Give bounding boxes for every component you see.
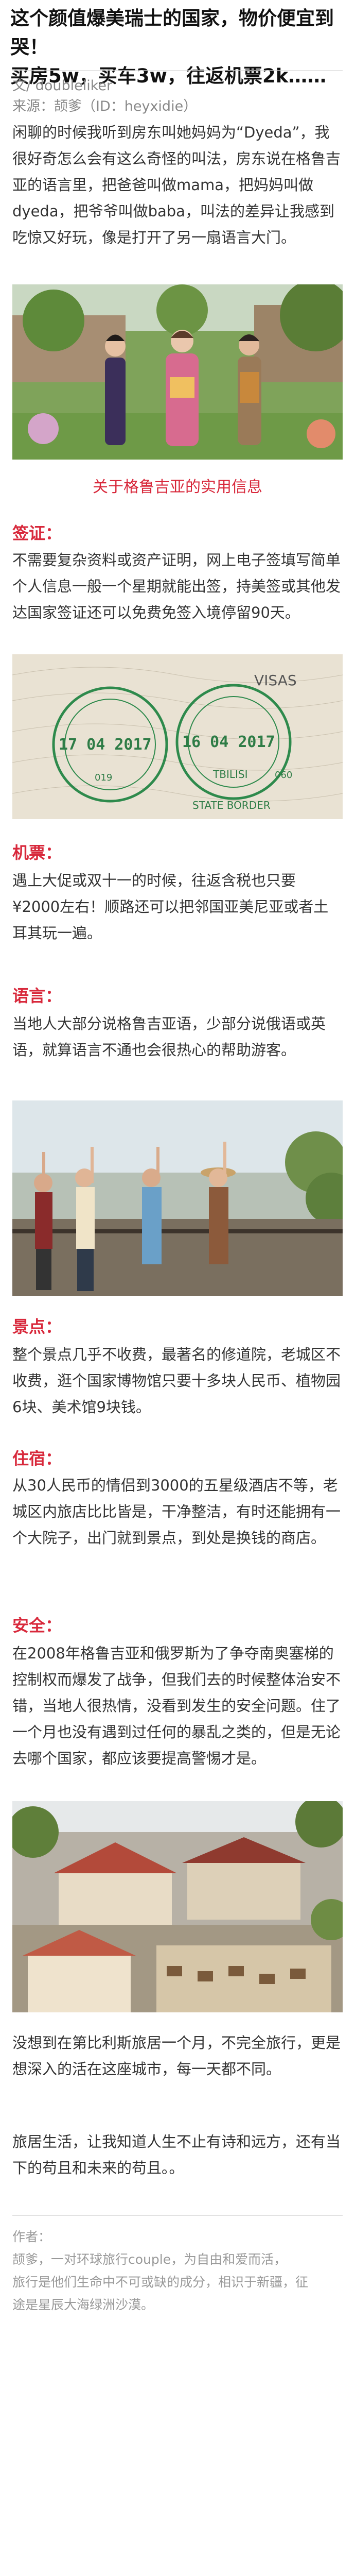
flight-paragraph: 遇上大促或双十一的时候，往返含税也只要¥2000左右！顺路还可以把邻国亚美尼亚或… <box>12 868 343 946</box>
visa-paragraph: 不需要复杂资料或资产证明，网上电子签填写简单个人信息一般一个星期就能出签，持美签… <box>12 547 343 626</box>
sights-paragraph: 整个景点几乎不收费，最著名的修道院，老城区不收费，逛个国家博物馆只要十多块人民币… <box>12 1342 343 1420</box>
stamp-code-1: 019 <box>95 772 112 783</box>
photo-three-women-illustration <box>12 284 343 460</box>
signature-line-1: 颉爹，一对环球旅行couple，为自由和爱而活， <box>12 2248 343 2271</box>
signature-line-2: 旅行是他们生命中不可或缺的成分，相识于新疆，征 <box>12 2271 343 2294</box>
signature-label: 作者： <box>12 2226 343 2248</box>
language-heading: 语言： <box>12 983 62 1007</box>
viewpoint-illustration <box>12 1100 343 1296</box>
stamp-date-1: 17 04 2017 <box>59 736 152 754</box>
stamp-date-2: 16 04 2017 <box>182 733 275 751</box>
source-line: 来源：颉爹（ID：heyxidie） <box>12 95 197 115</box>
signature-divider <box>12 2215 343 2216</box>
photo-three-women <box>12 284 343 460</box>
stamp-city: TBILISI <box>212 768 247 781</box>
author-line: 文/ doubleliker <box>12 74 112 94</box>
stay-paragraph: 从30人民币的情侣到3000的五星级酒店不等，老城区内旅店比比皆是，干净整洁，有… <box>12 1472 343 1551</box>
stay-heading: 住宿： <box>12 1446 62 1469</box>
signature-line-3: 途是星辰大海绿洲沙漠。 <box>12 2294 343 2316</box>
visa-heading: 签证： <box>12 520 62 544</box>
title-line-1: 这个颜值爆美瑞士的国家，物价便宜到哭！ <box>10 4 350 62</box>
safety-heading: 安全： <box>12 1613 62 1636</box>
stamp-border-text: STATE BORDER <box>192 799 271 811</box>
safety-paragraph: 在2008年格鲁吉亚和俄罗斯为了争夺南奥塞梯的控制权而爆发了战争，但我们去的时候… <box>12 1640 343 1772</box>
author-signature: 作者： 颉爹，一对环球旅行couple，为自由和爱而活， 旅行是他们生命中不可或… <box>12 2226 343 2316</box>
stamp-code-2: 060 <box>275 770 292 781</box>
divider <box>12 70 343 71</box>
flight-heading: 机票： <box>12 840 62 863</box>
intro-paragraph: 闲聊的时候我听到房东叫她妈妈为“Dyeda”，我很好奇怎么会有这么奇怪的叫法，房… <box>12 120 343 251</box>
language-paragraph: 当地人大部分说格鲁吉亚语，少部分说俄语或英语，就算语言不通也会很热心的帮助游客。 <box>12 1011 343 1063</box>
practical-info-title: 关于格鲁吉亚的实用信息 <box>0 474 355 497</box>
rooftops-illustration <box>12 1801 343 2012</box>
sights-heading: 景点： <box>12 1314 62 1337</box>
closing-paragraph-1: 没想到在第比利斯旅居一个月，不完全旅行，更是想深入的活在这座城市，每一天都不同。 <box>12 2030 343 2082</box>
closing-paragraph-2: 旅居生活，让我知道人生不止有诗和远方，还有当下的苟且和未来的苟且。。 <box>12 2129 343 2181</box>
photo-tbilisi-rooftops <box>12 1801 343 2012</box>
photo-visa-stamp: VISAS 17 04 2017 16 04 2017 019 060 TBIL… <box>12 654 343 819</box>
visas-text: VISAS <box>254 672 297 689</box>
visa-stamp-illustration: VISAS 17 04 2017 16 04 2017 019 060 TBIL… <box>12 654 343 819</box>
photo-viewpoint-people <box>12 1100 343 1296</box>
